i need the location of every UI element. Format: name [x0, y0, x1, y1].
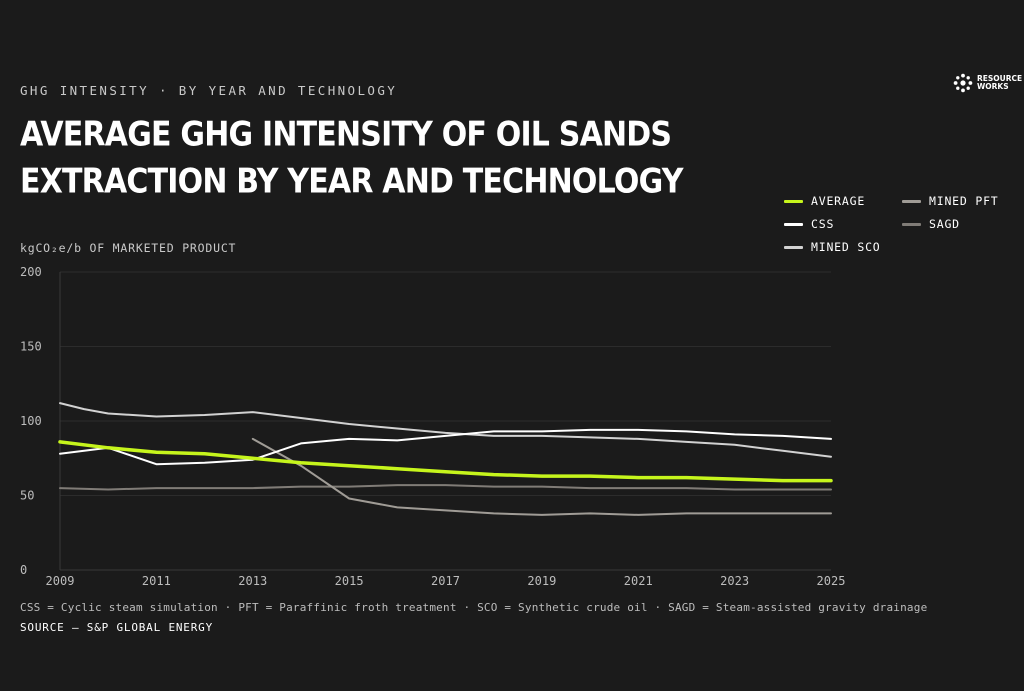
- y-tick-label-50: 50: [20, 489, 34, 503]
- legend-label-mined-sco: MINED SCO: [811, 240, 881, 254]
- y-tick-label-150: 150: [20, 340, 42, 354]
- logo-line-1: RESOURCE: [977, 74, 1023, 83]
- series-line-sagd: [59, 484, 832, 491]
- legend-item-sagd: SAGD: [902, 217, 960, 231]
- legend-item-average: AVERAGE: [784, 194, 865, 208]
- x-tick-label-2017: 2017: [431, 574, 460, 588]
- abbreviations-footnote: CSS = Cyclic steam simulation · PFT = Pa…: [20, 601, 928, 614]
- logo-line-2: WORKS: [977, 82, 1009, 91]
- chart-kicker: GHG INTENSITY · BY YEAR AND TECHNOLOGY: [20, 83, 398, 98]
- legend-swatch-mined-sco: [784, 245, 803, 249]
- series-line-mined-pft: [251, 437, 832, 516]
- series-line-css: [59, 428, 832, 466]
- x-tick-label-2019: 2019: [527, 574, 556, 588]
- series-line-mined-sco: [59, 402, 832, 458]
- y-tick-label-0: 0: [20, 563, 27, 577]
- legend-item-mined-pft: MINED PFT: [902, 194, 999, 208]
- x-tick-label-2021: 2021: [624, 574, 653, 588]
- chart-title: AVERAGE GHG INTENSITY OF OIL SANDS EXTRA…: [20, 115, 683, 202]
- x-tick-label-2011: 2011: [142, 574, 171, 588]
- legend-label-average: AVERAGE: [811, 194, 866, 208]
- legend-swatch-sagd: [902, 222, 921, 226]
- x-tick-label-2013: 2013: [238, 574, 267, 588]
- y-tick-label-100: 100: [20, 414, 42, 428]
- x-tick-label-2015: 2015: [335, 574, 364, 588]
- x-tick-label-2025: 2025: [817, 574, 846, 588]
- logo[interactable]: RESOURCE WORKS: [953, 71, 1023, 95]
- legend-item-mined-sco: MINED SCO: [784, 240, 881, 254]
- legend-label-css: CSS: [811, 217, 835, 231]
- legend-swatch-average: [784, 199, 803, 203]
- x-tick-label-2023: 2023: [720, 574, 749, 588]
- legend-item-css: CSS: [784, 217, 834, 231]
- legend-label-mined-pft: MINED PFT: [929, 194, 999, 208]
- legend-swatch-css: [784, 222, 803, 226]
- chart-legend: AVERAGE CSS MINED SCO MINED PFT SAGD: [784, 194, 1020, 264]
- legend-label-sagd: SAGD: [929, 217, 960, 231]
- logo-wordmark: RESOURCE WORKS: [977, 75, 1022, 91]
- x-tick-label-2009: 2009: [46, 574, 75, 588]
- resource-works-logo-icon: [953, 73, 973, 93]
- y-tick-label-200: 200: [20, 265, 42, 279]
- source-note: SOURCE — S&P GLOBAL ENERGY: [20, 621, 213, 634]
- series-line-average: [58, 440, 833, 483]
- legend-swatch-mined-pft: [902, 199, 921, 203]
- y-axis-label: kgCO₂e/b OF MARKETED PRODUCT: [20, 241, 237, 255]
